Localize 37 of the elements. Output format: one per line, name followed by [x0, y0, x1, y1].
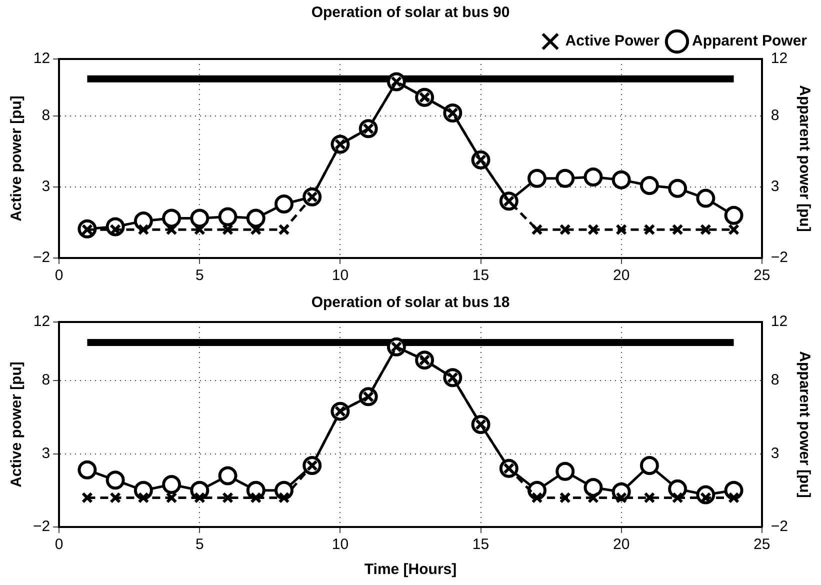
- legend-label: Apparent Power: [692, 32, 808, 50]
- y-tick-label: 12: [33, 313, 50, 330]
- y2-tick-label: −2: [770, 249, 788, 266]
- y2-axis-title: Apparent power [pu]: [796, 351, 813, 498]
- x-tick-label: 15: [472, 267, 490, 284]
- chart-title: Operation of solar at bus 18: [311, 294, 510, 312]
- x-tick-label: 20: [612, 536, 630, 554]
- y2-tick-label: 12: [770, 313, 788, 330]
- y2-tick-label: 8: [770, 372, 780, 389]
- y-tick-label: 8: [42, 107, 50, 124]
- y-tick-label: −2: [32, 518, 50, 536]
- y2-tick-label: 3: [770, 444, 780, 462]
- y2-axis-title: Apparent power [pu]: [796, 85, 813, 232]
- y-axis-title: Active power [pu]: [8, 96, 26, 222]
- y2-tick-label: 3: [770, 178, 780, 196]
- y-tick-label: 8: [42, 372, 50, 389]
- legend-label: Active Power: [565, 32, 660, 50]
- x-tick-label: 0: [54, 536, 64, 554]
- x-axis-title: Time [Hours]: [364, 561, 457, 578]
- x-tick-label: 0: [54, 267, 64, 284]
- x-tick-label: 15: [472, 536, 490, 554]
- y-axis-title: Active power [pu]: [8, 362, 26, 488]
- y2-tick-label: 12: [770, 50, 788, 68]
- y2-tick-label: 8: [770, 107, 780, 124]
- chart-title: Operation of solar at bus 90: [311, 4, 510, 22]
- x-tick-label: 5: [195, 536, 204, 554]
- x-tick-label: 20: [612, 267, 630, 284]
- x-tick-label: 10: [332, 536, 349, 554]
- y-tick-label: 3: [42, 444, 50, 462]
- y2-tick-label: −2: [770, 518, 788, 536]
- x-tick-label: 25: [754, 267, 770, 284]
- y-tick-label: 12: [33, 50, 50, 68]
- x-tick-label: 25: [754, 536, 770, 554]
- x-tick-label: 10: [332, 267, 349, 284]
- y-tick-label: 3: [42, 178, 50, 196]
- y-tick-label: −2: [32, 249, 50, 266]
- x-tick-label: 5: [195, 267, 204, 284]
